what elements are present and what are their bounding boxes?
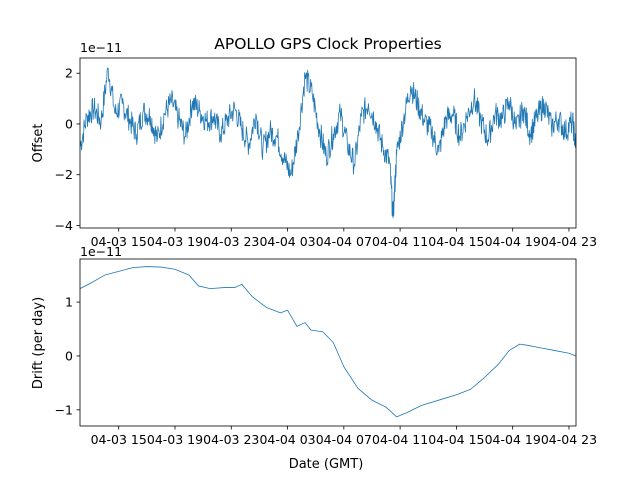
offset-x-tick-label: 04-04 07 <box>316 234 372 249</box>
offset-x-tick-label: 04-03 15 <box>91 234 147 249</box>
drift-y-tick-label: 0 <box>65 348 73 363</box>
offset-x-tick-label: 04-04 23 <box>541 234 597 249</box>
drift-x-tick-label: 04-03 19 <box>147 432 203 447</box>
offset-x-tick-label: 04-03 19 <box>147 234 203 249</box>
offset-y-axis-label: Offset <box>31 123 46 162</box>
offset-x-tick-label: 04-04 11 <box>372 234 428 249</box>
drift-axes-frame <box>79 258 577 427</box>
offset-x-tick-label: 04-04 03 <box>259 234 315 249</box>
drift-x-tick-label: 04-04 07 <box>316 432 372 447</box>
offset-x-tick-label: 04-04 15 <box>428 234 484 249</box>
offset-x-tick-label: 04-03 23 <box>203 234 259 249</box>
offset-y-tick-label: 0 <box>65 116 73 131</box>
drift-x-tick-label: 04-03 15 <box>91 432 147 447</box>
drift-y-axis-label: Drift (per day) <box>31 297 46 389</box>
x-axis-label: Date (GMT) <box>289 457 364 472</box>
drift-panel: 1e−11 Drift (per day) Date (GMT) −1 0 1 04-… <box>31 244 597 472</box>
chart-title: APOLLO GPS Clock Properties <box>214 35 442 53</box>
drift-x-tick-label: 04-04 19 <box>485 432 541 447</box>
offset-series-line <box>80 67 576 219</box>
offset-scale-label: 1e−11 <box>80 40 122 55</box>
drift-x-tick-label: 04-04 15 <box>428 432 484 447</box>
drift-x-tick-label: 04-04 03 <box>259 432 315 447</box>
offset-axes-frame <box>79 57 577 229</box>
drift-y-tick-label: −1 <box>55 402 73 417</box>
drift-scale-label: 1e−11 <box>80 244 122 259</box>
offset-panel: 1e−11 Offset −4 −2 0 2 04-03 15 04-03 19 04-03… <box>31 40 597 249</box>
drift-y-tick-label: 1 <box>65 295 73 310</box>
drift-x-tick-label: 04-03 23 <box>203 432 259 447</box>
drift-series-line <box>80 266 576 418</box>
drift-x-tick-label: 04-04 11 <box>372 432 428 447</box>
offset-x-tick-label: 04-04 19 <box>485 234 541 249</box>
drift-x-tick-label: 04-04 23 <box>541 432 597 447</box>
offset-y-tick-label: 2 <box>65 66 73 81</box>
offset-y-tick-label: −4 <box>55 218 73 233</box>
offset-y-tick-label: −2 <box>55 167 73 182</box>
